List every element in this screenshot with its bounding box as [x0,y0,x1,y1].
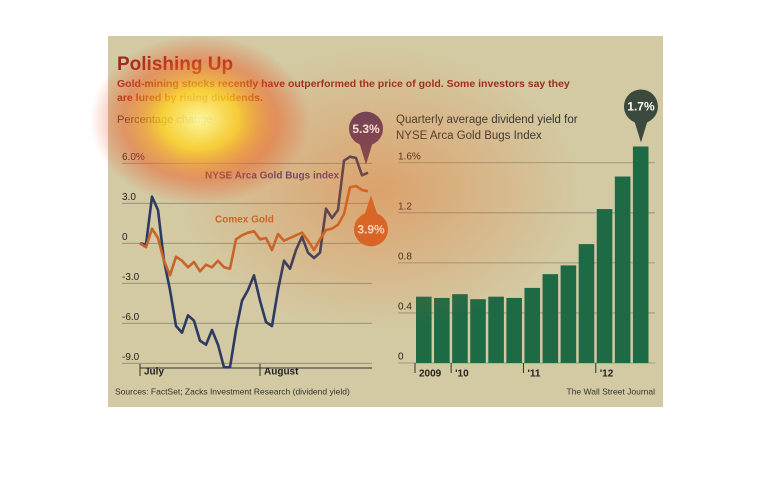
credit: The Wall Street Journal [567,386,656,396]
data-label: 5.3% [352,122,380,136]
bar [416,296,432,363]
y-tick-label: 3.0 [122,192,136,203]
bar [560,265,577,363]
bar [614,176,631,363]
y-tick-label: -6.0 [122,312,140,323]
data-label: 3.9% [357,223,385,237]
bar [596,209,613,363]
bar [578,244,595,363]
y-tick-label: -9.0 [122,352,140,363]
y-tick-label: 1.2 [398,201,412,212]
source: Sources: FactSet; Zacks Investment Resea… [115,386,350,396]
title: Polishing Up [117,54,233,75]
bar [524,287,541,363]
series-label: NYSE Arca Gold Bugs index [205,171,340,182]
y-tick-label: -3.0 [122,272,140,283]
y-tick-label: 0.4 [398,302,412,313]
y-tick-label: 0 [122,232,128,243]
bar [542,274,559,363]
bar [434,297,450,363]
x-tick-label: July [144,367,164,378]
callout [623,89,658,124]
callout [633,119,648,143]
bar [452,294,468,363]
chart-title: Quarterly average dividend yield for [396,114,578,126]
x-tick-label: '10 [455,369,469,380]
series-label: Comex Gold [215,215,274,226]
x-tick-label: '12 [600,369,614,380]
x-tick-label: August [264,367,299,378]
axis-label: Percentage change [117,114,212,126]
y-tick-label: 6.0% [122,152,145,163]
bar [470,299,486,363]
y-tick-label: 1.6% [398,151,421,162]
data-label: 1.7% [627,100,655,114]
chart-title: NYSE Arca Gold Bugs Index [396,130,542,142]
bar [632,146,649,363]
bar [506,297,522,363]
x-tick-label: 2009 [419,369,442,380]
bar [488,296,504,363]
y-tick-label: 0 [398,352,404,363]
subtitle: are lured by rising dividends. [117,92,263,104]
y-tick-label: 0.8 [398,252,412,263]
subtitle: Gold-mining stocks recently have outperf… [117,78,570,90]
x-tick-label: '11 [527,369,540,380]
